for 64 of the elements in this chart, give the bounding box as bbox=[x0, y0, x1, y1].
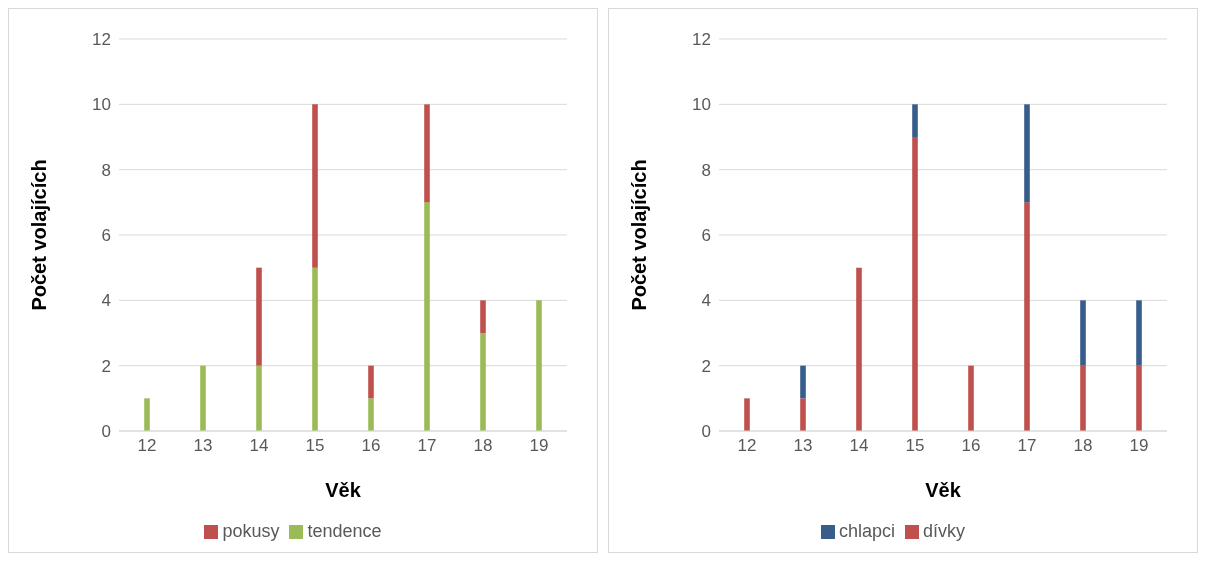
y-axis-title: Počet volajících bbox=[628, 159, 651, 311]
bar bbox=[312, 104, 318, 268]
x-tick-label: 17 bbox=[1017, 436, 1037, 456]
bar bbox=[1080, 300, 1086, 366]
y-tick-label: 0 bbox=[101, 422, 111, 442]
bar bbox=[968, 365, 974, 431]
x-tick-label: 19 bbox=[529, 436, 549, 456]
bar bbox=[744, 398, 750, 431]
bar bbox=[1024, 104, 1030, 203]
y-tick-label: 12 bbox=[92, 30, 111, 50]
y-axis-title: Počet volajících bbox=[28, 159, 51, 311]
bar bbox=[144, 398, 150, 431]
legend-label: chlapci bbox=[838, 521, 895, 541]
y-tick-label: 4 bbox=[101, 291, 111, 311]
y-tick-label: 10 bbox=[92, 95, 111, 115]
y-tick-label: 2 bbox=[701, 356, 711, 376]
x-tick-label: 13 bbox=[193, 436, 213, 456]
bar bbox=[912, 137, 918, 431]
y-tick-label: 8 bbox=[701, 160, 711, 180]
bar bbox=[200, 365, 206, 431]
x-tick-label: 16 bbox=[961, 436, 981, 456]
bar bbox=[1136, 300, 1142, 366]
x-tick-label: 17 bbox=[417, 436, 437, 456]
bar bbox=[1136, 365, 1142, 431]
bar bbox=[256, 267, 262, 366]
x-tick-label: 12 bbox=[137, 436, 157, 456]
x-tick-label: 14 bbox=[249, 436, 269, 456]
y-tick-label: 0 bbox=[701, 422, 711, 442]
x-tick-label: 16 bbox=[361, 436, 381, 456]
y-tick-label: 6 bbox=[101, 226, 111, 246]
x-axis-title: Věk bbox=[925, 479, 962, 501]
y-tick-label: 2 bbox=[101, 356, 111, 376]
x-tick-label: 18 bbox=[473, 436, 493, 456]
legend-label: tendence bbox=[307, 521, 382, 541]
x-tick-label: 15 bbox=[905, 436, 925, 456]
x-tick-label: 12 bbox=[737, 436, 757, 456]
bar bbox=[800, 398, 806, 431]
bar bbox=[800, 365, 806, 399]
bar bbox=[1080, 365, 1086, 431]
bar bbox=[912, 104, 918, 137]
y-tick-label: 6 bbox=[701, 226, 711, 246]
bar bbox=[424, 202, 430, 431]
legend-label: dívky bbox=[923, 521, 966, 541]
bar bbox=[536, 300, 542, 431]
bar bbox=[856, 267, 862, 431]
x-tick-label: 18 bbox=[1073, 436, 1093, 456]
y-tick-label: 8 bbox=[101, 160, 111, 180]
y-tick-label: 12 bbox=[692, 30, 711, 50]
x-tick-label: 14 bbox=[849, 436, 869, 456]
bar bbox=[480, 333, 486, 431]
bar bbox=[368, 365, 374, 399]
y-tick-label: 4 bbox=[701, 291, 711, 311]
bar bbox=[480, 300, 486, 333]
bar bbox=[368, 398, 374, 431]
legend-label: pokusy bbox=[222, 521, 280, 541]
x-tick-label: 19 bbox=[1129, 436, 1149, 456]
x-axis-title: Věk bbox=[325, 479, 362, 501]
x-tick-label: 13 bbox=[793, 436, 813, 456]
y-tick-label: 10 bbox=[692, 95, 711, 115]
x-tick-label: 15 bbox=[305, 436, 325, 456]
bar bbox=[1024, 202, 1030, 431]
bar bbox=[256, 365, 262, 431]
bar bbox=[312, 267, 318, 431]
bar bbox=[424, 104, 430, 203]
